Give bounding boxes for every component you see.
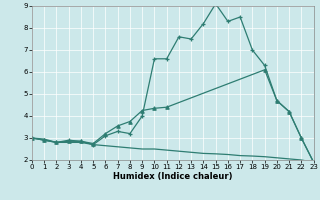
X-axis label: Humidex (Indice chaleur): Humidex (Indice chaleur) xyxy=(113,172,233,181)
